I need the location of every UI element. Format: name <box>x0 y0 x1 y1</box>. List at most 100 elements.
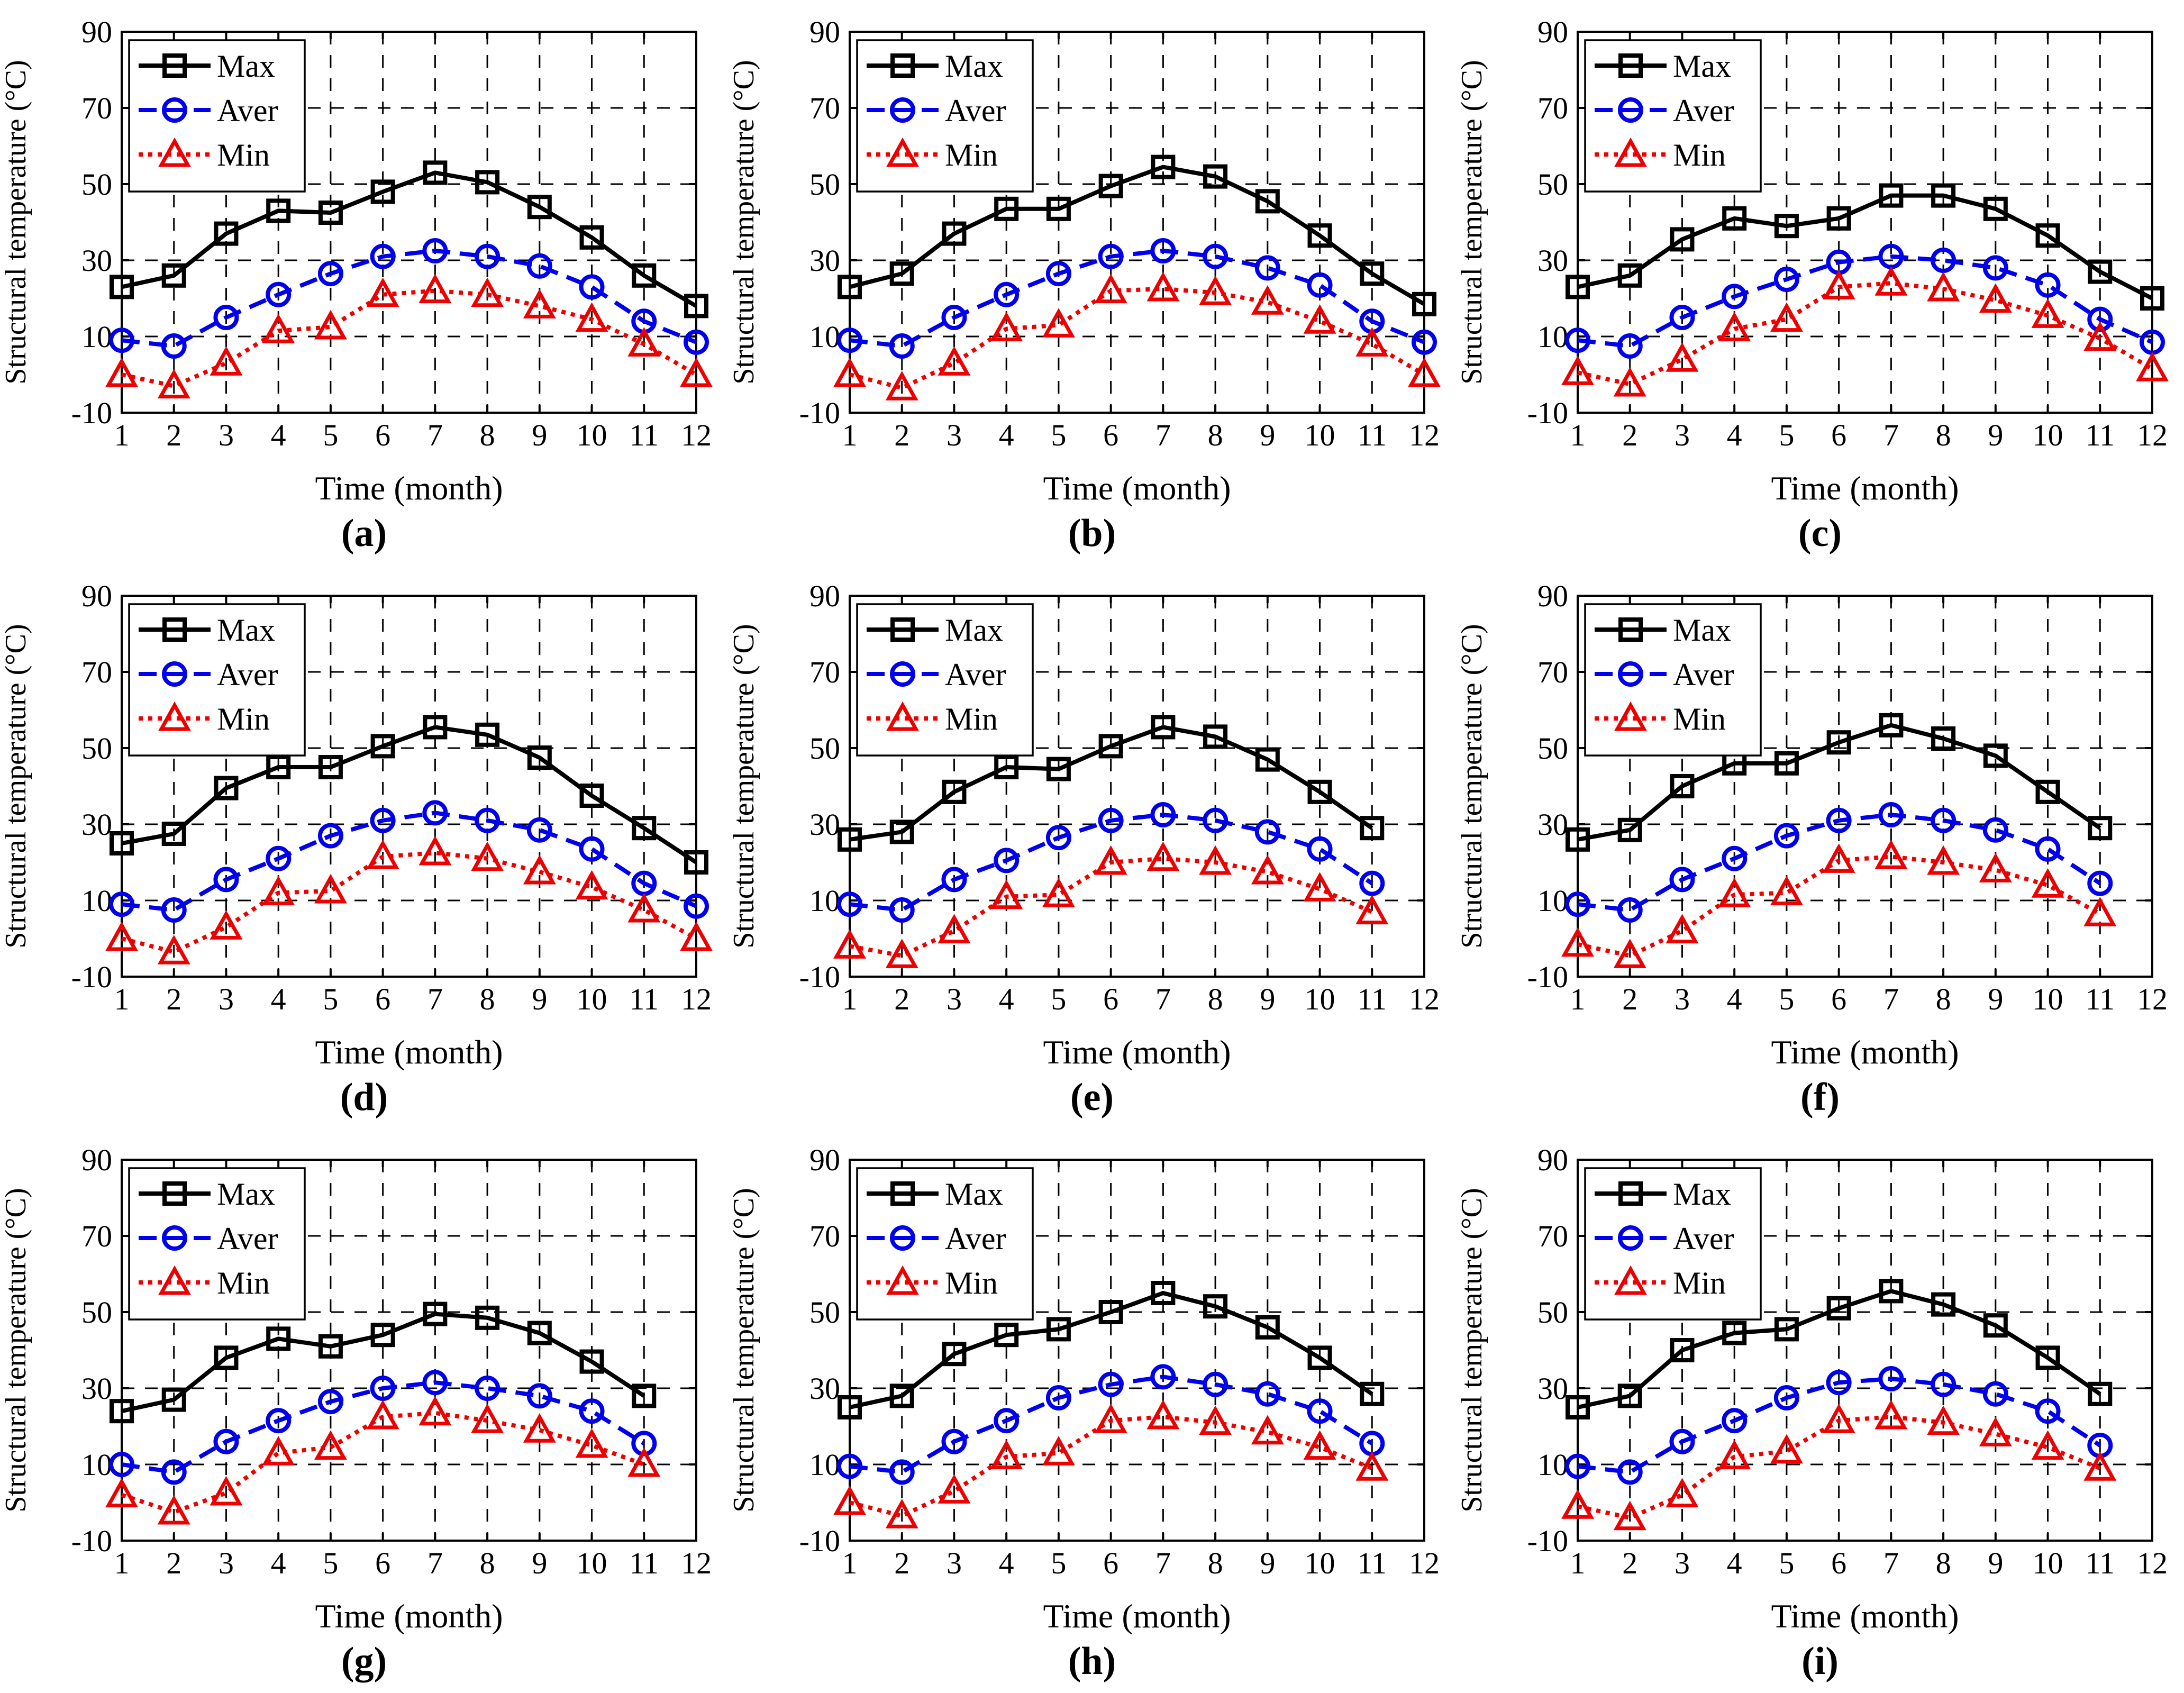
marker-circle <box>994 1408 1020 1434</box>
x-tick-label: 10 <box>2033 982 2063 1016</box>
x-tick-label: 10 <box>577 982 607 1016</box>
marker-square <box>1566 827 1590 852</box>
series-aver-line <box>1577 813 2101 912</box>
marker-circle <box>475 1376 501 1401</box>
subplot-h: 1 2 3 4 5 6 7 8 9 10 11 12 -10 10 30 50 70 90 Time (month)… <box>728 1128 1456 1692</box>
y-tick-label: 10 <box>1537 1448 1568 1482</box>
marker-square <box>1983 743 2008 768</box>
marker-circle <box>1045 825 1071 851</box>
axis-ticks <box>121 31 697 414</box>
marker-circle <box>213 305 239 330</box>
marker-square <box>1931 726 1956 751</box>
x-tick-label: 10 <box>1305 1546 1335 1580</box>
series-max <box>110 1301 657 1424</box>
marker-square <box>318 755 343 779</box>
marker-triangle <box>1718 1440 1751 1470</box>
marker-square <box>110 831 134 855</box>
x-tick-label: 1 <box>114 418 130 452</box>
marker-triangle <box>1666 914 1699 944</box>
marker-circle <box>579 274 605 300</box>
x-tick-label: 8 <box>480 418 495 452</box>
x-tick-label: 9 <box>1988 418 2003 452</box>
x-axis-title: Time (month) <box>1771 469 1959 507</box>
marker-circle <box>213 1428 239 1454</box>
axes-box <box>121 31 697 414</box>
marker-square <box>527 195 552 220</box>
marker-square <box>1826 730 1851 755</box>
marker-triangle <box>418 1396 452 1426</box>
y-tick-label: 50 <box>1537 731 1568 766</box>
marker-square <box>1098 174 1123 198</box>
x-tick-label: 5 <box>1779 1546 1794 1580</box>
x-tick-label: 9 <box>532 418 547 452</box>
marker-circle <box>994 848 1020 873</box>
y-tick-label: 10 <box>81 884 112 918</box>
marker-square <box>475 722 500 747</box>
series-max <box>1566 183 2164 311</box>
x-tick-label: 7 <box>1155 982 1171 1016</box>
x-tick-label: 7 <box>1883 1546 1899 1580</box>
axis-ticks <box>1577 595 2153 978</box>
legend-label: Max <box>1673 49 1731 84</box>
marker-circle <box>1565 327 1590 353</box>
x-tick-label: 8 <box>1936 1546 1951 1580</box>
y-axis-title: Structural temperature (°C) <box>1456 60 1488 384</box>
legend-label: Max <box>217 613 275 648</box>
x-tick-label: 11 <box>2085 1546 2115 1580</box>
marker-square <box>214 221 239 246</box>
marker-circle <box>1254 255 1280 281</box>
marker-triangle <box>1927 845 1960 875</box>
legend-label: Min <box>945 1266 998 1300</box>
x-axis-title: Time (month) <box>1771 1033 1959 1071</box>
y-tick-label: -10 <box>799 396 840 430</box>
marker-square <box>214 1345 239 1370</box>
x-tick-label: 6 <box>375 418 390 452</box>
x-tick-label: 9 <box>1260 982 1275 1016</box>
marker-circle <box>1826 807 1852 833</box>
marker-circle <box>889 1459 915 1485</box>
marker-triangle <box>1303 872 1336 902</box>
legend: Max Aver Min <box>1584 603 1762 757</box>
x-tick-label: 12 <box>681 1546 712 1580</box>
legend: Max Aver Min <box>128 603 306 757</box>
axis-ticks <box>121 1159 697 1542</box>
y-tick-label: 30 <box>1537 1371 1568 1406</box>
marker-square <box>889 820 914 844</box>
series-min-line <box>849 1415 1373 1518</box>
marker-triangle <box>1094 845 1127 875</box>
x-tick-label: 4 <box>1727 1546 1742 1580</box>
legend-label: Max <box>945 613 1003 648</box>
series-min <box>105 835 713 964</box>
x-tick-label: 2 <box>894 982 909 1016</box>
marker-square <box>2088 1381 2113 1406</box>
legend-label: Min <box>217 1266 270 1300</box>
y-tick-label: -10 <box>1527 396 1568 430</box>
series-max-line <box>1577 723 2101 842</box>
y-tick-label: -10 <box>799 1524 840 1558</box>
series-min <box>1561 266 2169 397</box>
series-aver <box>1565 243 2165 359</box>
marker-square <box>632 1383 657 1408</box>
x-tick-label: 9 <box>532 1546 547 1580</box>
marker-circle <box>1669 305 1695 330</box>
subplot-c: 1 2 3 4 5 6 7 8 9 10 11 12 -10 10 30 50 70 90 Time (month)… <box>1456 0 2184 564</box>
marker-circle <box>1098 243 1124 269</box>
marker-square <box>994 1323 1019 1348</box>
series-max <box>838 154 1436 316</box>
marker-square <box>1618 53 1643 78</box>
legend-label: Max <box>1673 613 1731 648</box>
marker-triangle <box>1979 853 2012 882</box>
subplot-label-f: (f) <box>1800 1076 1840 1119</box>
x-tick-label: 6 <box>1103 982 1118 1016</box>
subplot-f: 1 2 3 4 5 6 7 8 9 10 11 12 -10 10 30 50 70 90 Time (month)… <box>1456 564 2184 1128</box>
legend-label: Min <box>217 138 270 172</box>
x-tick-label: 2 <box>166 1546 181 1580</box>
y-tick-label: 90 <box>809 1143 840 1177</box>
x-tick-label: 12 <box>1409 418 1440 452</box>
y-tick-label: 30 <box>81 1371 112 1406</box>
x-tick-label: 5 <box>1051 418 1066 452</box>
x-tick-label: 3 <box>1675 982 1690 1016</box>
y-axis-title: Structural temperature (°C) <box>728 624 760 948</box>
y-tick-label: 10 <box>81 1448 112 1482</box>
